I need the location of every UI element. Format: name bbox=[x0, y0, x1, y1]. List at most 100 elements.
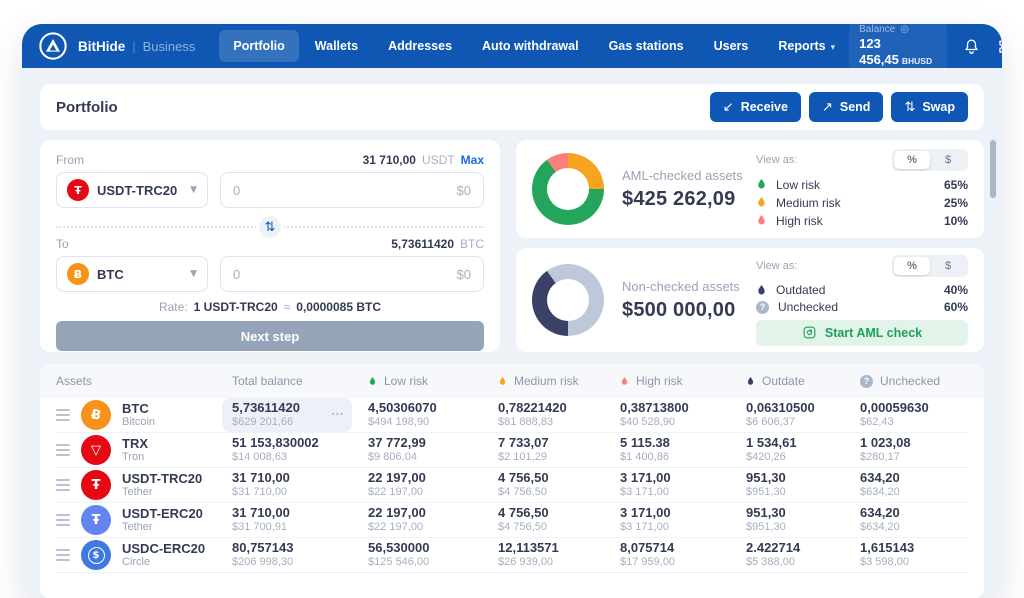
bithide-logo-icon[interactable] bbox=[38, 31, 68, 61]
from-amount-placeholder: 0 bbox=[233, 182, 241, 198]
drag-handle-icon[interactable] bbox=[56, 409, 70, 421]
nav-item-users[interactable]: Users bbox=[713, 39, 749, 53]
nav-item-wallets[interactable]: Wallets bbox=[314, 39, 359, 53]
table-header: Assets Total balance Low risk Medium ris… bbox=[40, 364, 984, 398]
nav-item-reports[interactable]: Reports ▾ bbox=[778, 39, 836, 53]
from-balance-unit: USDT bbox=[421, 152, 455, 167]
receive-button[interactable]: ↙ Receive bbox=[709, 92, 801, 122]
notifications-bell-icon[interactable] bbox=[962, 36, 981, 56]
nav-item-portfolio[interactable]: Portfolio bbox=[219, 30, 299, 62]
toggle-percent[interactable]: % bbox=[894, 256, 930, 275]
from-balance: 31 710,00 bbox=[362, 152, 416, 167]
nav-items: Portfolio Wallets Addresses Auto withdra… bbox=[219, 30, 849, 62]
view-as-label: View as: bbox=[756, 259, 798, 272]
aml-panel-title: AML-checked assets bbox=[622, 167, 743, 183]
cell-unchecked: 0,00059630 $62,43 bbox=[860, 400, 929, 429]
cell-low: 4,50306070 $494 198,90 bbox=[368, 400, 437, 429]
toggle-dollar[interactable]: $ bbox=[944, 259, 952, 272]
rate-line: Rate: 1 USDT-TRC20 ≈ 0,0000085 BTC bbox=[56, 300, 484, 314]
view-as-label: View as: bbox=[756, 153, 798, 166]
from-asset-select[interactable]: Ŧ USDT-TRC20 ▼ bbox=[56, 172, 208, 208]
col-medium-risk: Medium risk bbox=[498, 374, 620, 388]
to-asset-select[interactable]: Ƀ BTC ▼ bbox=[56, 256, 208, 292]
cell-total: 51 153,830002 $14 008,63 bbox=[232, 435, 319, 464]
cell-low: 37 772,99 $9 806,04 bbox=[368, 435, 426, 464]
cell-high: 0,38713800 $40 528,90 bbox=[620, 400, 689, 429]
drag-handle-icon[interactable] bbox=[56, 444, 70, 456]
switch-direction-button[interactable]: ⇅ bbox=[256, 213, 284, 241]
aml-donut-chart bbox=[532, 153, 604, 225]
nav-item-addresses[interactable]: Addresses bbox=[388, 39, 453, 53]
cell-total: 80,757143 $206 998,30 bbox=[232, 540, 294, 569]
question-icon: ? bbox=[756, 300, 769, 314]
droplet-icon bbox=[369, 376, 376, 385]
from-asset-name: USDT-TRC20 bbox=[97, 182, 178, 198]
legend-outdated: Outdated 40% bbox=[756, 282, 968, 299]
cell-medium: 7 733,07 $2 101,29 bbox=[498, 435, 549, 464]
droplet-icon bbox=[758, 179, 765, 189]
rate-base: 1 USDT-TRC20 bbox=[193, 300, 278, 314]
asset-row-usdc-erc20: $ USDC-ERC20 Circle 80,757143 $206 998,30… bbox=[56, 538, 968, 573]
col-unchecked: ? Unchecked bbox=[860, 374, 968, 388]
asset-row-usdt-erc20: Ŧ USDT-ERC20 Tether 31 710,00 $31 700,91 … bbox=[56, 503, 968, 538]
drag-handle-icon[interactable] bbox=[56, 549, 70, 561]
from-amount-input[interactable]: 0 $0 bbox=[220, 172, 484, 208]
cell-unchecked: 634,20 $634,20 bbox=[860, 505, 900, 534]
asset-cell: $ USDC-ERC20 Circle bbox=[56, 540, 232, 570]
cell-low: 22 197,00 $22 197,00 bbox=[368, 505, 426, 534]
swap-button[interactable]: ⇅ Swap bbox=[891, 92, 968, 122]
non-checked-total: $500 000,00 bbox=[622, 298, 736, 321]
toggle-percent[interactable]: % bbox=[894, 150, 930, 169]
cell-total: 5,73611420 $629 201,66 ⋯ bbox=[222, 398, 368, 432]
integrations-puzzle-icon[interactable] bbox=[996, 36, 1002, 56]
asset-network: Tron bbox=[122, 451, 145, 464]
asset-name: TRX bbox=[122, 435, 148, 451]
to-amount-input[interactable]: 0 $0 bbox=[220, 256, 484, 292]
droplet-icon bbox=[758, 284, 765, 294]
asset-cell: ▽ TRX Tron bbox=[56, 435, 232, 465]
non-checked-view-toggle: % $ bbox=[892, 254, 968, 277]
usdt-erc20-coin-icon: Ŧ bbox=[81, 505, 111, 535]
to-amount-placeholder: 0 bbox=[233, 266, 241, 282]
to-balance-unit: BTC bbox=[460, 236, 484, 251]
page-actions: ↙ Receive ↗ Send ⇅ Swap bbox=[709, 92, 968, 122]
start-aml-check-button[interactable]: Start AML check bbox=[756, 319, 968, 346]
nav-item-gas-stations[interactable]: Gas stations bbox=[608, 39, 684, 53]
max-link[interactable]: Max bbox=[460, 152, 484, 167]
usdt-trc20-coin-icon: Ŧ bbox=[67, 179, 89, 201]
btc-coin-icon: Ƀ bbox=[67, 263, 89, 285]
aml-scan-icon bbox=[803, 326, 816, 339]
next-step-button[interactable]: Next step bbox=[56, 321, 484, 351]
swap-arrows-icon: ⇅ bbox=[904, 99, 916, 115]
chevron-down-icon: ▾ bbox=[830, 43, 836, 53]
drag-handle-icon[interactable] bbox=[56, 514, 70, 526]
cell-total: 31 710,00 $31 710,00 bbox=[232, 470, 290, 499]
send-button[interactable]: ↗ Send bbox=[808, 92, 884, 122]
row-menu-icon[interactable]: ⋯ bbox=[331, 406, 344, 422]
asset-network: Circle bbox=[122, 556, 151, 569]
app-window: BitHide | Business Portfolio Wallets Add… bbox=[22, 24, 1002, 598]
asset-row-usdt-trc20: Ŧ USDT-TRC20 Tether 31 710,00 $31 710,00 … bbox=[56, 468, 968, 503]
col-outdate: Outdate bbox=[746, 374, 860, 388]
droplet-icon bbox=[758, 197, 765, 207]
toggle-dollar[interactable]: $ bbox=[944, 153, 952, 166]
droplet-icon bbox=[499, 376, 506, 385]
drag-handle-icon[interactable] bbox=[56, 479, 70, 491]
send-arrow-icon: ↗ bbox=[821, 99, 833, 115]
to-usd-value: $0 bbox=[456, 266, 471, 282]
balance-value: 123 456,45 bbox=[859, 36, 899, 68]
cell-medium: 4 756,50 $4 756,50 bbox=[498, 505, 549, 534]
balance-currency: BHUSD bbox=[901, 56, 933, 67]
page-title: Portfolio bbox=[56, 98, 118, 116]
vertical-scrollbar[interactable] bbox=[990, 140, 996, 198]
droplet-icon bbox=[621, 376, 628, 385]
balance-widget[interactable]: Balance ◎ 123 456,45 BHUSD bbox=[849, 24, 948, 73]
hide-balance-icon[interactable]: ◎ bbox=[900, 24, 909, 35]
swap-divider: ⇅ bbox=[56, 213, 484, 241]
receive-arrow-icon: ↙ bbox=[722, 99, 734, 115]
asset-cell: Ƀ BTC Bitcoin bbox=[56, 400, 232, 430]
balance-label: Balance bbox=[859, 24, 896, 35]
nav-item-auto-withdrawal[interactable]: Auto withdrawal bbox=[482, 39, 579, 53]
cell-low: 56,530000 $125 546,00 bbox=[368, 540, 430, 569]
